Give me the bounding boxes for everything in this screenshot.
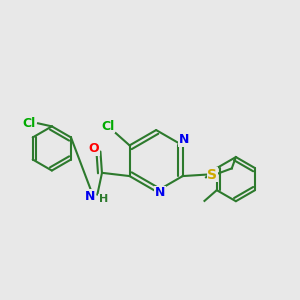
- Text: H: H: [99, 194, 108, 204]
- Text: N: N: [179, 134, 189, 146]
- Text: S: S: [207, 167, 218, 182]
- Text: Cl: Cl: [101, 120, 115, 133]
- Text: N: N: [85, 190, 95, 202]
- Text: O: O: [88, 142, 99, 155]
- Text: N: N: [154, 186, 165, 200]
- Text: Cl: Cl: [22, 117, 35, 130]
